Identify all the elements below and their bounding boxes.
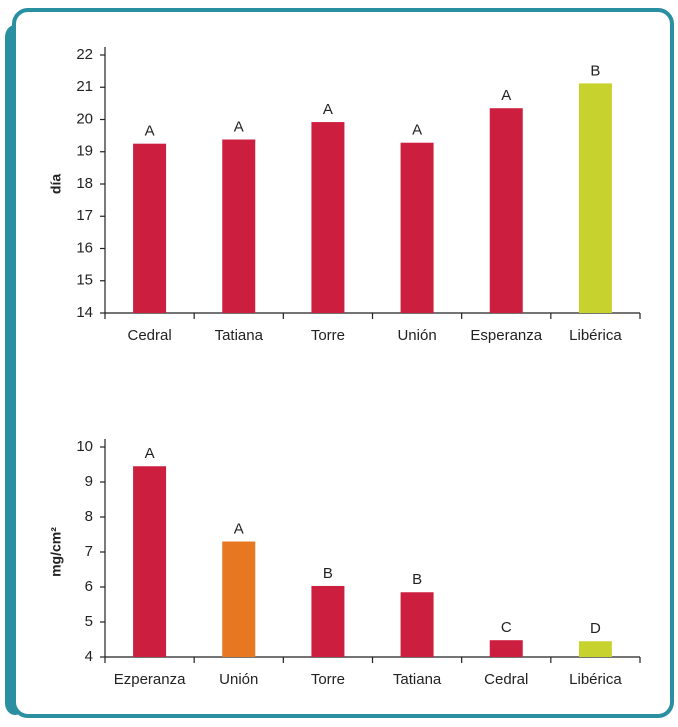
group-label: A xyxy=(501,87,511,104)
y-tick-label: 15 xyxy=(76,272,93,289)
y-tick-label: 7 xyxy=(85,543,93,560)
x-tick-label: Unión xyxy=(397,327,436,344)
x-tick-label: Libérica xyxy=(569,327,622,344)
y-tick-label: 20 xyxy=(76,110,93,127)
bar xyxy=(222,541,256,657)
y-tick-label: 16 xyxy=(76,239,93,256)
x-tick-label: Libérica xyxy=(569,671,622,688)
x-tick-label: Esperanza xyxy=(470,327,542,344)
group-label: A xyxy=(234,118,244,135)
y-tick-label: 5 xyxy=(85,613,93,630)
group-label: D xyxy=(590,620,601,637)
bar xyxy=(578,641,612,657)
y-tick-label: 10 xyxy=(76,438,93,455)
y-axis-label: día xyxy=(48,174,64,194)
y-tick-label: 9 xyxy=(85,473,93,490)
bar xyxy=(400,142,434,313)
bar xyxy=(222,139,256,313)
y-axis-label: mg/cm² xyxy=(48,527,64,577)
bar xyxy=(400,592,434,657)
group-label: B xyxy=(590,62,600,79)
bar xyxy=(578,83,612,313)
y-tick-label: 18 xyxy=(76,175,93,192)
y-tick-label: 17 xyxy=(76,207,93,224)
y-tick-label: 14 xyxy=(76,304,93,321)
bar xyxy=(489,108,523,314)
x-tick-label: Cedral xyxy=(127,327,171,344)
group-label: A xyxy=(145,445,155,462)
bar xyxy=(133,466,167,657)
x-tick-label: Unión xyxy=(219,671,258,688)
bar xyxy=(311,585,345,657)
y-tick-label: 4 xyxy=(85,648,93,665)
x-tick-label: Tatiana xyxy=(215,327,264,344)
group-label: A xyxy=(412,122,422,139)
bar xyxy=(489,640,523,657)
y-tick-label: 22 xyxy=(76,46,93,63)
group-label: B xyxy=(323,565,333,582)
y-tick-label: 6 xyxy=(85,578,93,595)
x-tick-label: Torre xyxy=(311,671,345,688)
bar xyxy=(311,122,345,313)
x-tick-label: Torre xyxy=(311,327,345,344)
group-label: C xyxy=(501,619,512,636)
x-tick-label: Ezperanza xyxy=(114,671,186,688)
y-tick-label: 21 xyxy=(76,78,93,95)
y-tick-label: 8 xyxy=(85,508,93,525)
group-label: A xyxy=(323,101,333,118)
group-label: A xyxy=(145,123,155,140)
y-tick-label: 19 xyxy=(76,143,93,160)
group-label: A xyxy=(234,520,244,537)
group-label: B xyxy=(412,571,422,588)
x-tick-label: Tatiana xyxy=(393,671,442,688)
bar xyxy=(133,143,167,313)
x-tick-label: Cedral xyxy=(484,671,528,688)
